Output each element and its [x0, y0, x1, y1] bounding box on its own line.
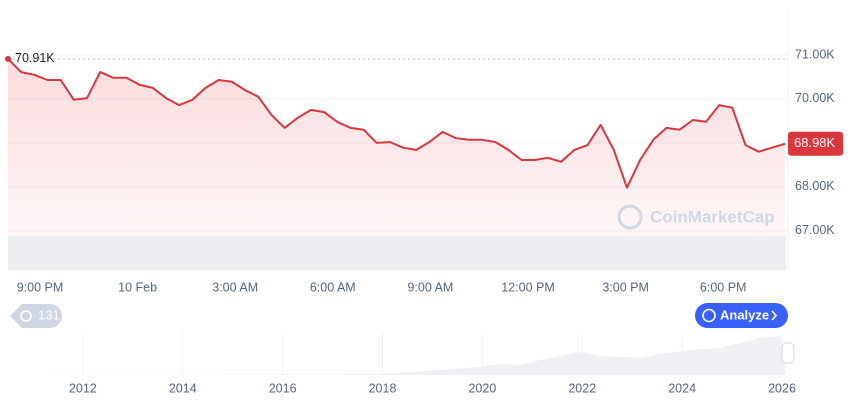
x-tick-label: 12:00 PM: [501, 280, 555, 294]
start-dot: [5, 55, 11, 62]
y-tick-label: 68.00K: [795, 179, 835, 193]
end-label-bg: [788, 131, 843, 156]
end-label: 68.98K: [794, 135, 836, 150]
x-tick-label: 9:00 AM: [407, 280, 453, 294]
overview-tick-label: 2022: [568, 381, 596, 395]
price-line: [7, 58, 786, 189]
overview-tick-label: 2020: [468, 381, 496, 395]
x-tick-label: 6:00 AM: [310, 280, 356, 294]
overview-tick-label: 2024: [668, 381, 696, 395]
watermark: CoinMarketCap: [617, 204, 775, 230]
overview-tick-label: 2018: [369, 381, 397, 395]
x-tick-label: 6:00 PM: [700, 280, 747, 294]
history-count[interactable]: 131: [38, 307, 60, 322]
x-tick-label: 3:00 PM: [602, 280, 649, 294]
analyze-button[interactable]: Analyze: [695, 303, 788, 328]
area-fill: [8, 58, 785, 267]
overview-area: [8, 336, 786, 375]
volume-bars: [8, 236, 786, 270]
x-tick-label: 3:00 AM: [212, 280, 258, 294]
overview-handle[interactable]: [781, 342, 795, 364]
y-tick-label: 70.00K: [795, 91, 835, 105]
overview-tick-label: 2026: [768, 381, 796, 395]
start-label: 70.91K: [15, 51, 55, 65]
watermark-text: CoinMarketCap: [650, 207, 775, 226]
y-tick-label: 71.00K: [795, 47, 835, 61]
x-tick-label: 9:00 PM: [17, 280, 64, 294]
button-label[interactable]: Analyze: [720, 307, 769, 322]
history-badge[interactable]: 131: [10, 304, 62, 328]
overview-tick-label: 2012: [69, 381, 97, 395]
x-tick-label: 10 Feb: [118, 280, 157, 294]
overview-tick-label: 2016: [269, 381, 297, 395]
overview-tick-label: 2014: [169, 381, 197, 395]
y-tick-label: 67.00K: [795, 223, 835, 237]
